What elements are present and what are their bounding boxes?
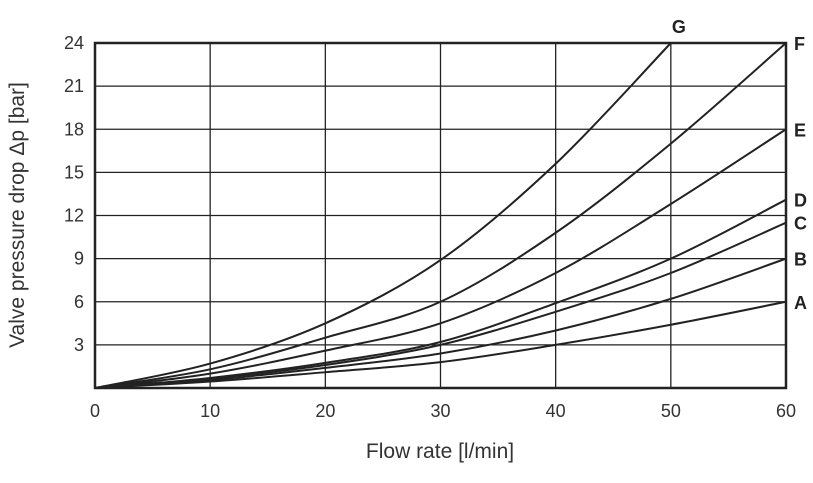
y-tick-label: 18 [64, 119, 84, 139]
y-tick-label: 21 [64, 76, 84, 96]
y-tick-label: 15 [64, 162, 84, 182]
curve-label-c: C [794, 214, 807, 234]
y-tick-label: 6 [74, 292, 84, 312]
x-tick-label: 30 [430, 401, 450, 421]
curve-d [94, 198, 787, 389]
x-tick-labels: 0 10 20 30 40 50 60 [90, 401, 796, 421]
curve-labels: A BCD E F G [672, 17, 807, 313]
curve-label-b: B [794, 250, 807, 270]
plot-frame [93, 41, 788, 390]
y-axis-label: Valve pressure drop Δp [bar] [6, 82, 29, 348]
y-tick-labels: 3 6 9 12 15 18 21 24 [64, 33, 84, 355]
curve-a [94, 300, 787, 389]
x-axis-label: Flow rate [l/min] [366, 440, 514, 463]
curve-label-d: D [794, 191, 807, 211]
curve-label-g: G [672, 17, 686, 37]
curve-b [94, 257, 787, 389]
y-tick-label: 3 [74, 335, 84, 355]
curves [94, 42, 787, 389]
curve-label-e: E [794, 120, 806, 140]
x-tick-label: 60 [776, 401, 796, 421]
y-tick-label: 12 [64, 206, 84, 226]
curve-label-f: F [794, 34, 805, 54]
curve-label-a: A [794, 293, 807, 313]
y-tick-label: 24 [64, 33, 84, 53]
curve-g [94, 42, 672, 389]
x-tick-label: 50 [661, 401, 681, 421]
x-tick-label: 20 [315, 401, 335, 421]
x-tick-label: 0 [90, 401, 100, 421]
grid [94, 42, 787, 388]
x-tick-label: 40 [546, 401, 566, 421]
curve-e [94, 128, 787, 389]
y-tick-label: 9 [74, 249, 84, 269]
x-tick-label: 10 [200, 401, 220, 421]
curve-f [94, 42, 787, 389]
